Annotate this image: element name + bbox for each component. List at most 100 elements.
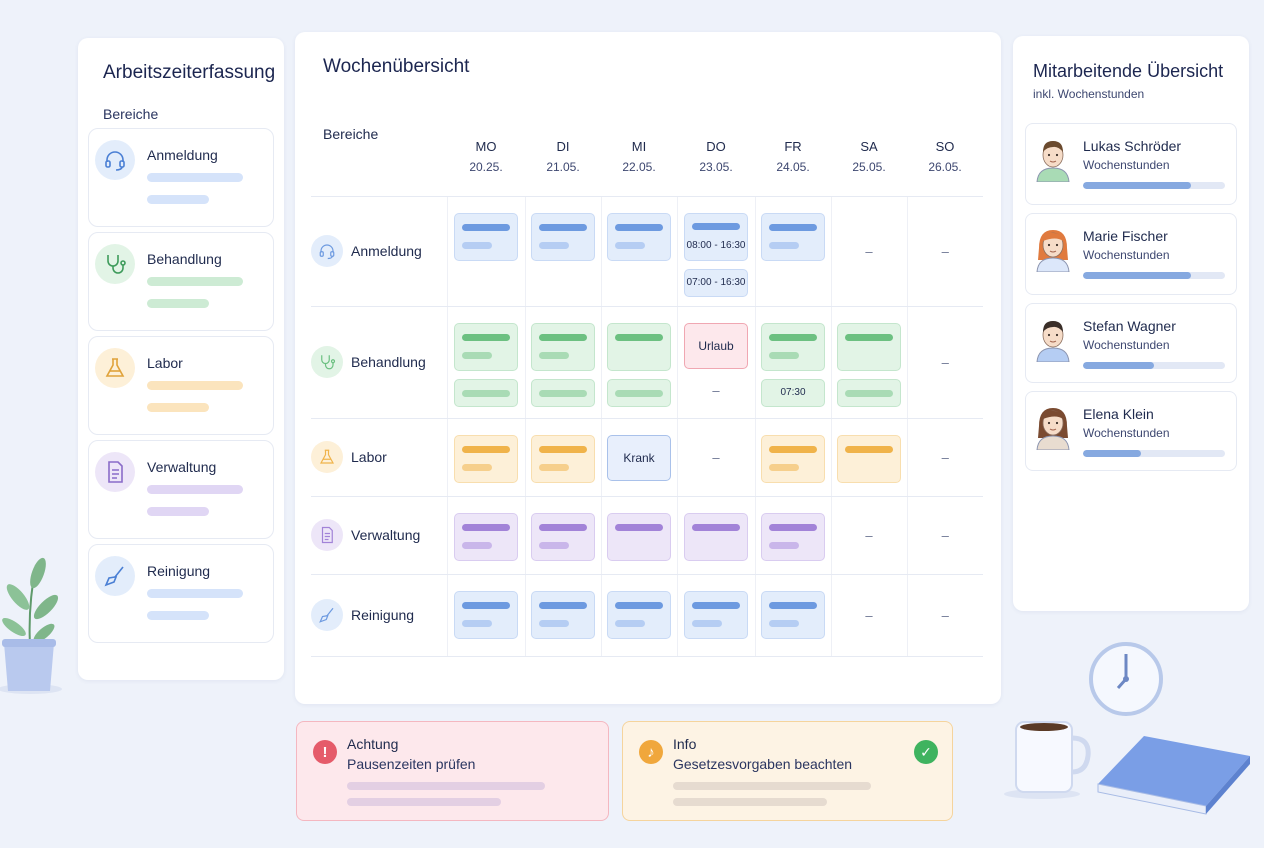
shift-block[interactable] (607, 590, 671, 639)
schedule-cell[interactable] (754, 196, 831, 307)
shift-block[interactable]: 08:00 - 16:30 (684, 212, 748, 261)
weekly-hours-label: Wochenstunden (1083, 248, 1170, 262)
schedule-cell[interactable] (524, 496, 601, 575)
shift-block[interactable] (761, 512, 825, 561)
schedule-cell[interactable] (754, 418, 831, 497)
check-icon: ✓ (914, 740, 938, 764)
shift-block[interactable] (454, 512, 518, 561)
shift-block[interactable] (837, 378, 901, 407)
alert-achtung[interactable]: ! Achtung Pausenzeiten prüfen (296, 721, 609, 821)
shift-block[interactable] (761, 322, 825, 371)
status-text: Urlaub (698, 338, 734, 353)
schedule-cell[interactable] (524, 196, 601, 307)
schedule-cell[interactable] (446, 418, 525, 497)
schedule-row-reinigung: Reinigung – – (311, 574, 983, 657)
shift-block[interactable] (531, 512, 595, 561)
shift-block[interactable] (531, 212, 595, 261)
placeholder-line (147, 485, 243, 494)
alert-text: Pausenzeiten prüfen (347, 756, 476, 772)
row-header-label: Bereiche (311, 118, 447, 197)
placeholder-line (347, 798, 501, 806)
schedule-cell[interactable]: – (906, 306, 983, 419)
employee-card[interactable]: Stefan Wagner Wochenstunden (1025, 303, 1237, 383)
schedule-cell[interactable]: – (906, 196, 983, 307)
schedule-cell[interactable] (600, 306, 677, 419)
area-card-labor[interactable]: Labor (88, 336, 274, 435)
shift-block[interactable] (531, 590, 595, 639)
schedule-cell[interactable] (524, 418, 601, 497)
schedule-cell[interactable]: – (830, 196, 907, 307)
schedule-cell[interactable] (600, 196, 677, 307)
area-card-reinigung[interactable]: Reinigung (88, 544, 274, 643)
area-card-behandlung[interactable]: Behandlung (88, 232, 274, 331)
shift-block[interactable] (607, 378, 671, 407)
shift-block[interactable] (454, 212, 518, 261)
shift-block[interactable] (531, 322, 595, 371)
schedule-cell[interactable]: – (906, 574, 983, 657)
schedule-cell[interactable]: Krank (600, 418, 677, 497)
employee-card[interactable]: Elena Klein Wochenstunden (1025, 391, 1237, 471)
shift-block[interactable] (684, 512, 748, 561)
schedule-cell[interactable] (830, 418, 907, 497)
schedule-cell[interactable]: – (830, 496, 907, 575)
shift-block[interactable]: 07:30 (761, 378, 825, 407)
shift-block[interactable] (761, 434, 825, 483)
schedule-cell[interactable] (524, 306, 601, 419)
status-badge-krank[interactable]: Krank (607, 434, 671, 481)
schedule-cell[interactable]: – (830, 574, 907, 657)
schedule-cell[interactable] (754, 574, 831, 657)
schedule-cell[interactable] (446, 196, 525, 307)
schedule-cell[interactable]: – (676, 418, 755, 497)
status-badge-urlaub[interactable]: Urlaub (684, 322, 748, 369)
schedule-cell[interactable] (600, 496, 677, 575)
employee-card[interactable]: Marie Fischer Wochenstunden (1025, 213, 1237, 295)
schedule-cell[interactable] (600, 574, 677, 657)
placeholder-line (147, 299, 209, 308)
placeholder-line (147, 195, 209, 204)
schedule-cell[interactable] (676, 574, 755, 657)
employee-card[interactable]: Lukas Schröder Wochenstunden (1025, 123, 1237, 205)
shift-block[interactable] (837, 322, 901, 371)
schedule-cell[interactable] (446, 306, 525, 419)
schedule-cell[interactable]: – (906, 496, 983, 575)
shift-block[interactable] (454, 322, 518, 371)
shift-block[interactable] (761, 212, 825, 261)
week-overview-title: Wochenübersicht (323, 56, 470, 77)
schedule-cell[interactable] (524, 574, 601, 657)
shift-block[interactable] (531, 434, 595, 483)
shift-block[interactable] (607, 512, 671, 561)
row-label-cell: Labor (311, 418, 447, 497)
area-card-anmeldung[interactable]: Anmeldung (88, 128, 274, 227)
day-header-do: DO 23.05. (677, 118, 755, 197)
schedule-cell[interactable]: 07:30 (754, 306, 831, 419)
day-date: 23.05. (699, 160, 733, 175)
schedule-cell[interactable]: Urlaub – (676, 306, 755, 419)
schedule-cell[interactable] (676, 496, 755, 575)
schedule-cell[interactable]: – (906, 418, 983, 497)
shift-block[interactable] (531, 378, 595, 407)
schedule-cell[interactable] (446, 574, 525, 657)
employee-list: Lukas Schröder Wochenstunden Marie Fisch… (1025, 123, 1237, 471)
area-label: Verwaltung (147, 459, 217, 475)
schedule-table: Bereiche MO 20.25. DI 21.05. MI 22.05. DO 23.05… (311, 118, 983, 657)
schedule-cell[interactable]: 08:00 - 16:30 07:00 - 16:30 (676, 196, 755, 307)
schedule-cell[interactable] (830, 306, 907, 419)
shift-block[interactable]: 07:00 - 16:30 (684, 268, 748, 297)
placeholder-line (673, 782, 871, 790)
empty-marker: – (941, 449, 949, 465)
schedule-cell[interactable] (754, 496, 831, 575)
shift-block[interactable] (607, 322, 671, 371)
day-name: FR (784, 139, 802, 155)
employee-name: Marie Fischer (1083, 228, 1168, 244)
area-card-verwaltung[interactable]: Verwaltung (88, 440, 274, 539)
shift-block[interactable] (684, 590, 748, 639)
schedule-cell[interactable] (446, 496, 525, 575)
shift-block[interactable] (761, 590, 825, 639)
shift-block[interactable] (454, 378, 518, 407)
shift-block[interactable] (837, 434, 901, 483)
shift-time: 07:30 (780, 387, 806, 398)
shift-block[interactable] (607, 212, 671, 261)
alert-info[interactable]: ♪ Info Gesetzesvorgaben beachten ✓ (622, 721, 953, 821)
shift-block[interactable] (454, 590, 518, 639)
shift-block[interactable] (454, 434, 518, 483)
